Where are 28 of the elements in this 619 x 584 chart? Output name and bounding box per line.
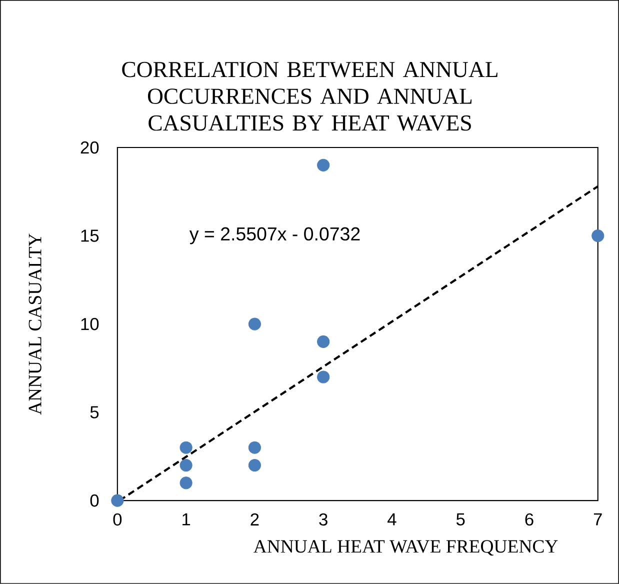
y-tick-label: 15 — [81, 230, 99, 242]
y-tick-label: 0 — [90, 494, 99, 507]
point — [111, 494, 124, 507]
point — [592, 230, 604, 242]
x-tick-label: 0 — [113, 513, 122, 526]
y-tick-label: 10 — [81, 318, 99, 330]
point — [248, 441, 261, 454]
point — [248, 459, 261, 472]
x-tick-label: 7 — [594, 513, 602, 526]
point — [317, 335, 330, 348]
x-axis-title: ANNUAL HEAT WAVE FREQUENCY — [254, 540, 558, 556]
y-tick-label: 20 — [80, 141, 99, 154]
point — [317, 158, 330, 172]
x-tick-label: 3 — [319, 513, 328, 526]
point — [180, 476, 192, 490]
chart-title: CORRELATION BETWEEN ANNUAL OCCURRENCES AND ANNUAL CASUALTIES BY HEAT WAVES — [122, 62, 498, 131]
point — [317, 370, 330, 384]
x-tick-label: 4 — [388, 513, 396, 526]
y-tick-label: 5 — [90, 406, 99, 418]
annotation: y = 2.5507x - 0.0732 — [189, 227, 360, 244]
x-tick-label: 2 — [250, 513, 259, 526]
point — [180, 459, 192, 472]
x-tick-label: 6 — [525, 513, 534, 526]
point — [180, 441, 192, 454]
y-axis-title: ANNUAL CASUALTY — [28, 234, 42, 415]
x-tick-label: 5 — [456, 513, 465, 526]
point — [248, 318, 261, 330]
x-tick-label: 1 — [182, 513, 190, 526]
